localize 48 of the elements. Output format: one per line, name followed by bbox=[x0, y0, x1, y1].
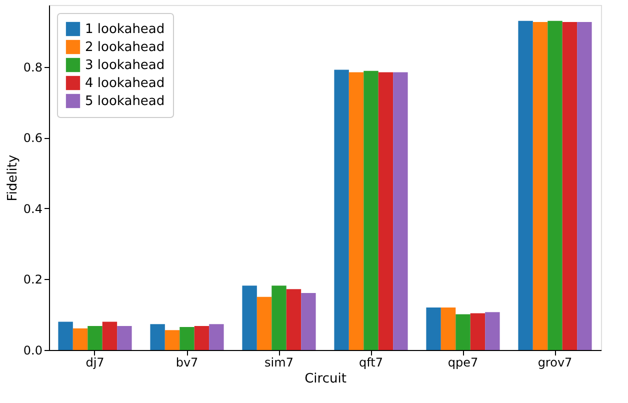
bar bbox=[532, 22, 548, 350]
bar bbox=[378, 72, 394, 350]
x-axis-title: Circuit bbox=[304, 372, 346, 386]
bar bbox=[72, 328, 88, 350]
bar bbox=[577, 22, 592, 350]
legend-label: 1 lookahead bbox=[85, 22, 165, 37]
bar bbox=[518, 20, 533, 350]
bar bbox=[393, 72, 408, 350]
bar bbox=[364, 70, 378, 350]
bar bbox=[164, 330, 180, 350]
x-tick-label: qft7 bbox=[359, 356, 383, 370]
bar bbox=[256, 296, 272, 350]
bar bbox=[180, 327, 194, 350]
bar bbox=[456, 314, 470, 350]
y-tick-label: 0.0 bbox=[23, 344, 42, 358]
bar bbox=[242, 286, 257, 350]
bar bbox=[194, 326, 210, 350]
bar bbox=[548, 20, 562, 350]
legend-label: 2 lookahead bbox=[85, 40, 165, 55]
legend-label: 5 lookahead bbox=[85, 94, 165, 109]
bar bbox=[348, 72, 364, 350]
x-tick-label: grov7 bbox=[538, 356, 572, 370]
y-axis-title: Fidelity bbox=[5, 154, 20, 202]
bar bbox=[470, 313, 486, 350]
bar bbox=[88, 326, 102, 350]
bar bbox=[150, 324, 165, 350]
bar bbox=[485, 312, 500, 350]
legend-label: 4 lookahead bbox=[85, 76, 165, 91]
bar bbox=[334, 70, 349, 350]
bar bbox=[102, 322, 118, 350]
bar bbox=[209, 324, 224, 350]
legend-label: 3 lookahead bbox=[85, 58, 165, 73]
bar bbox=[301, 293, 316, 350]
x-tick-label: sim7 bbox=[264, 356, 294, 370]
x-tick-label: dj7 bbox=[86, 356, 104, 370]
bar bbox=[440, 308, 456, 350]
y-tick-label: 0.4 bbox=[23, 202, 42, 216]
bar bbox=[286, 289, 302, 350]
y-tick-label: 0.2 bbox=[23, 272, 42, 287]
bar bbox=[272, 286, 286, 350]
bar bbox=[426, 308, 441, 350]
y-tick-label: 0.8 bbox=[23, 60, 42, 74]
x-tick-label: bv7 bbox=[176, 356, 198, 370]
bar bbox=[562, 22, 578, 350]
y-tick-label: 0.6 bbox=[23, 131, 42, 146]
x-tick-label: qpe7 bbox=[448, 356, 478, 370]
bar bbox=[117, 326, 132, 350]
bar bbox=[58, 322, 73, 350]
